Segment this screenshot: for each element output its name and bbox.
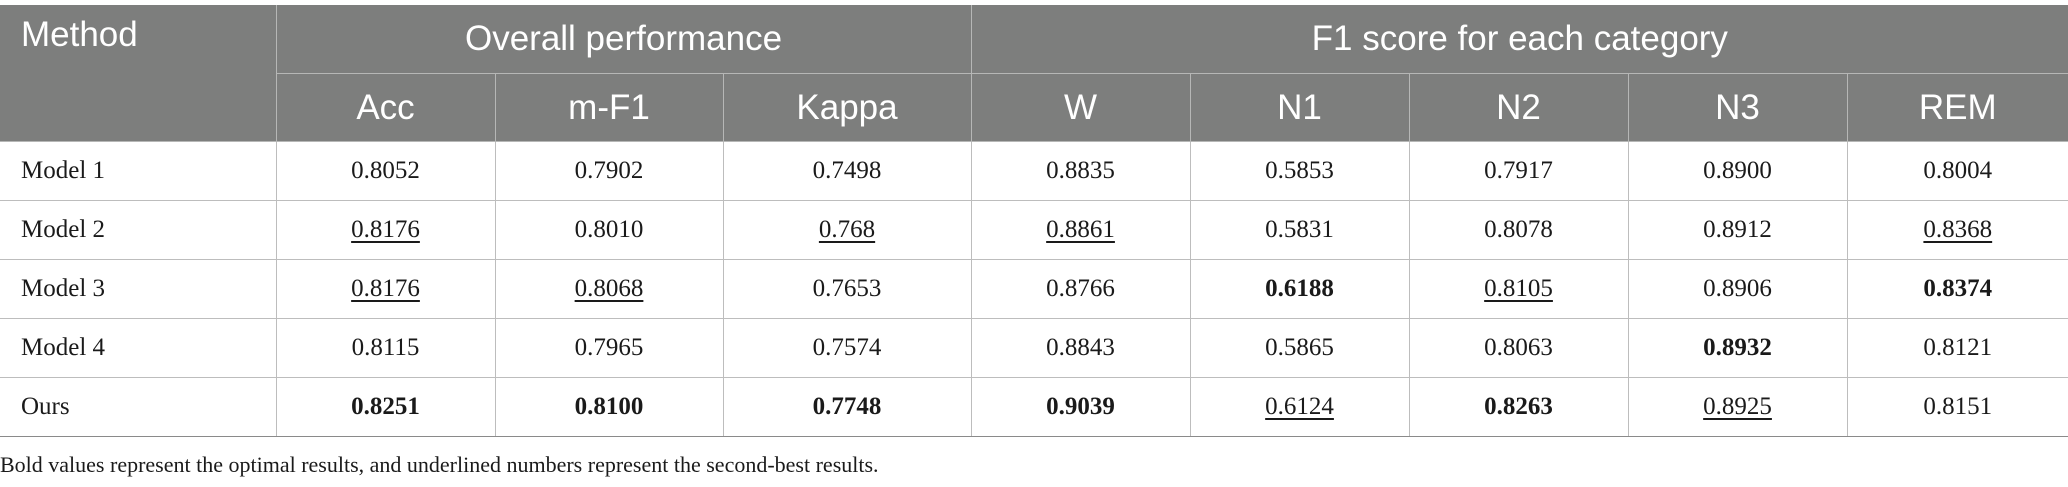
rem-value-cell: 0.8368 <box>1846 200 2068 260</box>
table-row: Model 1 0.8052 0.7902 0.7498 0.8835 0.5853 0.7… <box>0 141 2068 201</box>
rem-value-cell: 0.8004 <box>1846 141 2068 201</box>
w-value-cell: 0.8835 <box>970 141 1191 201</box>
acc-value-cell: 0.8251 <box>275 377 495 437</box>
n2-value-cell: 0.8105 <box>1408 259 1629 319</box>
results-table: Method Overall performance F1 score for … <box>0 5 2068 437</box>
n1-value-cell: 0.5865 <box>1189 318 1410 378</box>
mf1-value-cell: 0.7965 <box>494 318 723 378</box>
n2-value-cell: 0.8063 <box>1408 318 1629 378</box>
mf1-value-cell: 0.8100 <box>494 377 723 437</box>
w-value-cell: 0.8861 <box>970 200 1191 260</box>
n1-value-cell: 0.6124 <box>1189 377 1410 437</box>
method-cell: Model 1 <box>0 141 276 201</box>
kappa-value-cell: 0.7498 <box>722 141 972 201</box>
n2-value-cell: 0.7917 <box>1408 141 1629 201</box>
n3-column-header: N3 <box>1627 73 1848 142</box>
header-group-row: Method Overall performance F1 score for … <box>0 5 2068 142</box>
acc-value-cell: 0.8176 <box>275 200 495 260</box>
n1-value-cell: 0.5853 <box>1189 141 1410 201</box>
w-value-cell: 0.9039 <box>970 377 1191 437</box>
n3-value-cell: 0.8912 <box>1627 200 1848 260</box>
n2-value-cell: 0.8078 <box>1408 200 1629 260</box>
method-cell: Model 3 <box>0 259 276 319</box>
acc-value-cell: 0.8176 <box>275 259 495 319</box>
n2-value-cell: 0.8263 <box>1408 377 1629 437</box>
n1-value-cell: 0.5831 <box>1189 200 1410 260</box>
w-value-cell: 0.8843 <box>970 318 1191 378</box>
kappa-value-cell: 0.768 <box>722 200 972 260</box>
acc-value-cell: 0.8115 <box>275 318 495 378</box>
table-row: Ours 0.8251 0.8100 0.7748 0.9039 0.6124 0.8263… <box>0 377 2068 437</box>
mf1-value-cell: 0.8068 <box>494 259 723 319</box>
method-cell: Model 2 <box>0 200 276 260</box>
acc-value-cell: 0.8052 <box>275 141 495 201</box>
table-footnote: Bold values represent the optimal result… <box>0 452 879 477</box>
overall-performance-group-header: Overall performance <box>275 5 972 74</box>
table-row: Model 3 0.8176 0.8068 0.7653 0.8766 0.6188 0.8… <box>0 259 2068 319</box>
f1-category-group-header: F1 score for each category <box>970 5 2068 74</box>
n3-value-cell: 0.8900 <box>1627 141 1848 201</box>
acc-column-header: Acc <box>275 73 495 142</box>
rem-value-cell: 0.8151 <box>1846 377 2068 437</box>
mf1-value-cell: 0.7902 <box>494 141 723 201</box>
w-column-header: W <box>970 73 1191 142</box>
kappa-value-cell: 0.7653 <box>722 259 972 319</box>
header-column-row: Acc m-F1 Kappa W N1 N2 N3 REM <box>0 73 2068 142</box>
mf1-value-cell: 0.8010 <box>494 200 723 260</box>
n3-value-cell: 0.8906 <box>1627 259 1848 319</box>
n3-value-cell: 0.8932 <box>1627 318 1848 378</box>
n1-column-header: N1 <box>1189 73 1410 142</box>
n3-value-cell: 0.8925 <box>1627 377 1848 437</box>
mf1-column-header: m-F1 <box>494 73 723 142</box>
n2-column-header: N2 <box>1408 73 1629 142</box>
rem-value-cell: 0.8374 <box>1846 259 2068 319</box>
table-header: Method Overall performance F1 score for … <box>0 5 2068 142</box>
table-body: Model 1 0.8052 0.7902 0.7498 0.8835 0.5853 0.7… <box>0 141 2068 437</box>
method-cell: Model 4 <box>0 318 276 378</box>
method-column-header: Method <box>0 5 276 142</box>
table-row: Model 4 0.8115 0.7965 0.7574 0.8843 0.5865 0.8… <box>0 318 2068 378</box>
kappa-value-cell: 0.7574 <box>722 318 972 378</box>
method-cell: Ours <box>0 377 276 437</box>
table-row: Model 2 0.8176 0.8010 0.768 0.8861 0.5831 0.80… <box>0 200 2068 260</box>
kappa-column-header: Kappa <box>722 73 972 142</box>
n1-value-cell: 0.6188 <box>1189 259 1410 319</box>
rem-column-header: REM <box>1846 73 2068 142</box>
w-value-cell: 0.8766 <box>970 259 1191 319</box>
kappa-value-cell: 0.7748 <box>722 377 972 437</box>
rem-value-cell: 0.8121 <box>1846 318 2068 378</box>
